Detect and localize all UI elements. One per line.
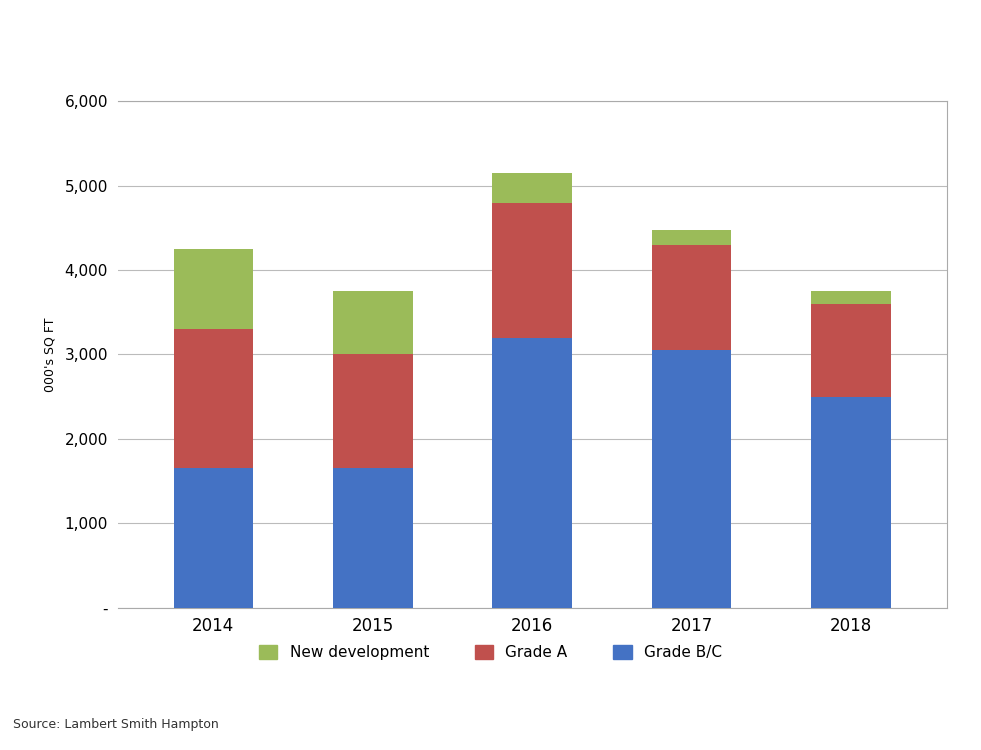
- Legend: New development, Grade A, Grade B/C: New development, Grade A, Grade B/C: [251, 638, 730, 668]
- Bar: [174, 468, 253, 608]
- Bar: [811, 291, 891, 304]
- Bar: [811, 304, 891, 397]
- Bar: [492, 202, 572, 338]
- Bar: [174, 329, 253, 468]
- Bar: [651, 230, 732, 244]
- Text: Manchester office availability (000s sq ft): Manchester office availability (000s sq …: [13, 28, 636, 55]
- Bar: [811, 397, 891, 608]
- Bar: [651, 244, 732, 350]
- Bar: [333, 291, 413, 355]
- Bar: [333, 468, 413, 608]
- Bar: [333, 355, 413, 468]
- Bar: [492, 173, 572, 202]
- Text: Source: Lambert Smith Hampton: Source: Lambert Smith Hampton: [13, 718, 219, 731]
- Bar: [651, 350, 732, 608]
- Bar: [174, 249, 253, 329]
- Bar: [492, 338, 572, 608]
- Y-axis label: 000's SQ FT: 000's SQ FT: [43, 317, 56, 392]
